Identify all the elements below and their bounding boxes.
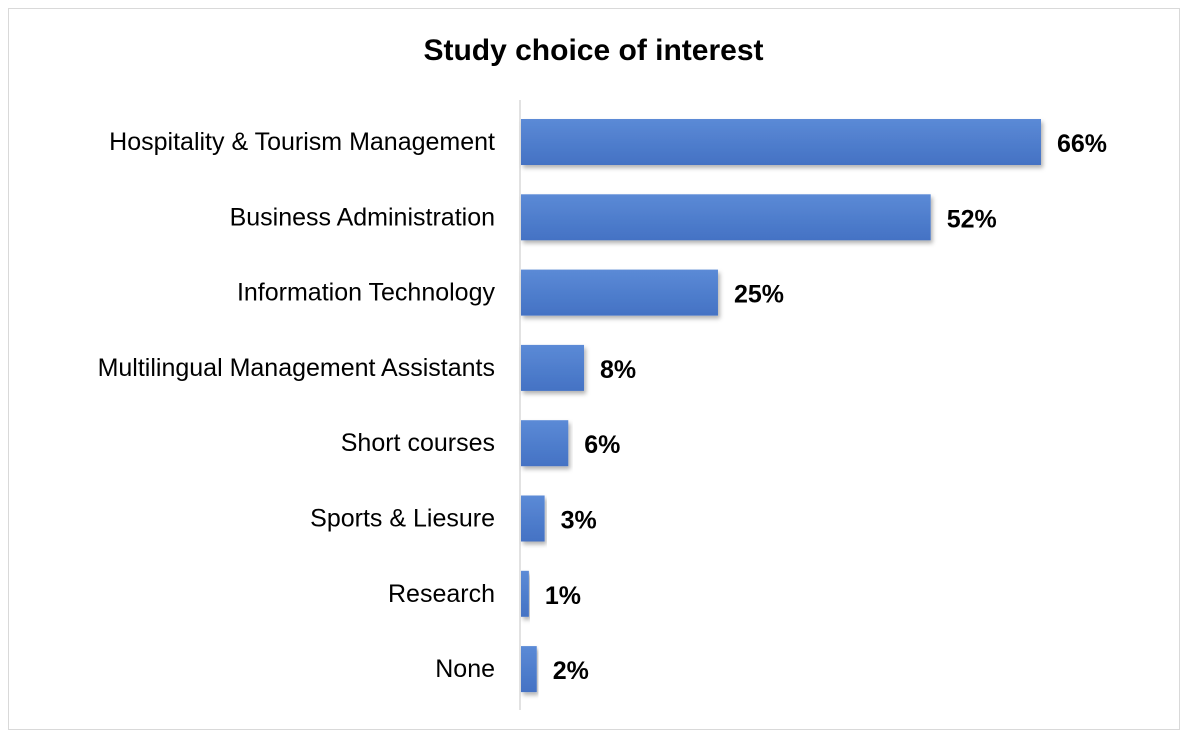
category-label: Research: [388, 580, 495, 608]
bar: [521, 570, 529, 617]
value-label: 3%: [561, 507, 597, 535]
category-label: Short courses: [341, 429, 495, 457]
value-label: 2%: [553, 657, 589, 685]
category-label: Business Administration: [230, 203, 495, 231]
bar: [521, 344, 585, 391]
bar: [521, 194, 931, 241]
chart-title: Study choice of interest: [423, 34, 764, 67]
value-label: 52%: [947, 205, 997, 233]
category-label: Multilingual Management Assistants: [98, 354, 495, 382]
value-label: 6%: [584, 431, 620, 459]
category-label: Information Technology: [237, 279, 496, 307]
bar: [521, 119, 1041, 165]
category-label: Sports & Liesure: [310, 505, 495, 533]
bars-group: Hospitality & Tourism Management 66% Busin…: [98, 119, 1107, 693]
category-label: Hospitality & Tourism Management: [109, 128, 495, 156]
bar: [521, 420, 569, 467]
bar: [521, 646, 537, 693]
bar: [521, 269, 718, 316]
value-label: 66%: [1057, 130, 1107, 158]
value-label: 1%: [545, 582, 581, 610]
value-label: 25%: [734, 281, 784, 309]
category-label: None: [435, 655, 495, 683]
value-label: 8%: [600, 356, 636, 384]
bar: [521, 495, 545, 542]
